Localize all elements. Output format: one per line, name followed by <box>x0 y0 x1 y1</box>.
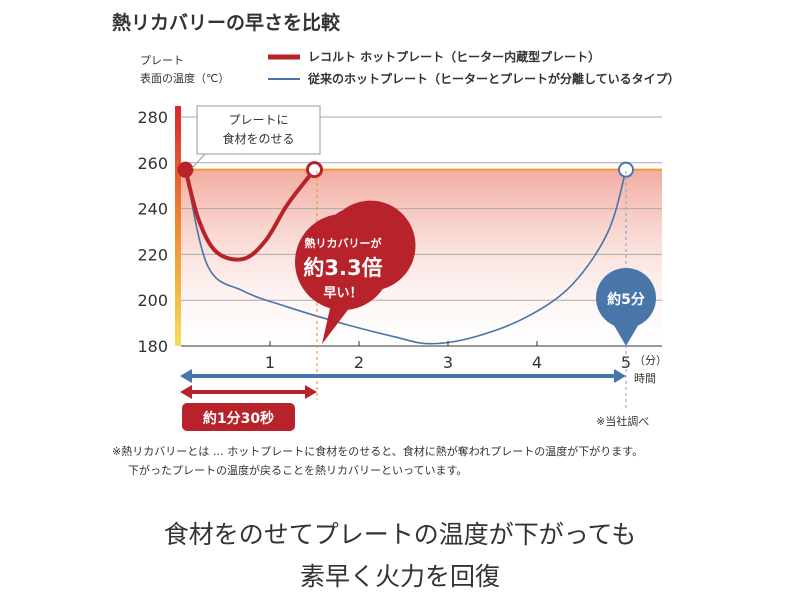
red-duration-arrow <box>180 385 317 399</box>
heated-zone-shading <box>181 169 662 346</box>
callout-text-2: 食材をのせる <box>222 132 295 146</box>
y-tick-label: 280 <box>137 108 168 127</box>
callout-text-1: プレートに <box>228 113 289 127</box>
headline-line2: 素早く火力を回復 <box>299 562 500 591</box>
y-tick-label: 200 <box>137 291 168 310</box>
source-note: ※当社調べ <box>596 415 650 428</box>
red-bubble-text-3: 早い！ <box>323 286 363 301</box>
x-tick-label: 1 <box>265 353 275 372</box>
x-axis-unit: （分） <box>634 354 667 367</box>
series-line-recolte <box>183 168 317 262</box>
callout-box <box>196 105 321 155</box>
legend-label-red: レコルト ホットプレート（ヒーター内蔵型プレート） <box>308 50 601 64</box>
chart-title: 熱リカバリーの早さを比較 <box>112 12 341 34</box>
recolte-recovery-point <box>306 161 323 179</box>
footnote-line2: 下がったプレートの温度が戻ることを熱リカバリーといっています。 <box>128 464 468 477</box>
x-tick-label: 2 <box>354 353 364 372</box>
conventional-recovery-point <box>618 161 634 178</box>
y-tick-label: 180 <box>137 337 168 356</box>
blue-speech-bubble <box>596 268 656 328</box>
legend-label-blue: 従来のホットプレート（ヒーターとプレートが分離しているタイプ） <box>308 72 680 86</box>
red-bubble-text-1: 熱リカバリーが <box>304 237 382 250</box>
blue-bubble-text: 約5分 <box>607 292 645 308</box>
x-axis-label: 時間 <box>634 372 656 385</box>
red-bubble-circle <box>295 214 391 310</box>
footnote-line1: ※熱リカバリーとは … ホットプレートに食材をのせると、食材に熱が奪われプレート… <box>112 445 644 458</box>
red-duration-text: 約1分30秒 <box>202 411 275 427</box>
blue-bubble-tail <box>612 322 640 346</box>
x-tick-label: 5 <box>621 353 631 372</box>
y-tick-label: 240 <box>137 200 168 219</box>
y-axis-label-line2: 表面の温度（℃） <box>140 72 230 85</box>
red-bubble-text-2: 約3.3倍 <box>303 256 383 280</box>
start-point <box>177 161 194 178</box>
temperature-scale-bar <box>175 106 181 346</box>
x-tick-label: 4 <box>532 353 542 372</box>
y-tick-label: 260 <box>137 154 168 173</box>
y-tick-label: 220 <box>137 245 168 264</box>
blue-duration-arrow <box>180 369 626 383</box>
callout-pointer <box>191 153 206 169</box>
series-line-conventional <box>184 169 627 345</box>
x-tick-label: 3 <box>443 353 453 372</box>
red-duration-badge <box>182 403 295 431</box>
y-axis-label-line1: プレート <box>140 54 184 67</box>
headline-line1: 食材をのせてプレートの温度が下がっても <box>163 520 637 549</box>
